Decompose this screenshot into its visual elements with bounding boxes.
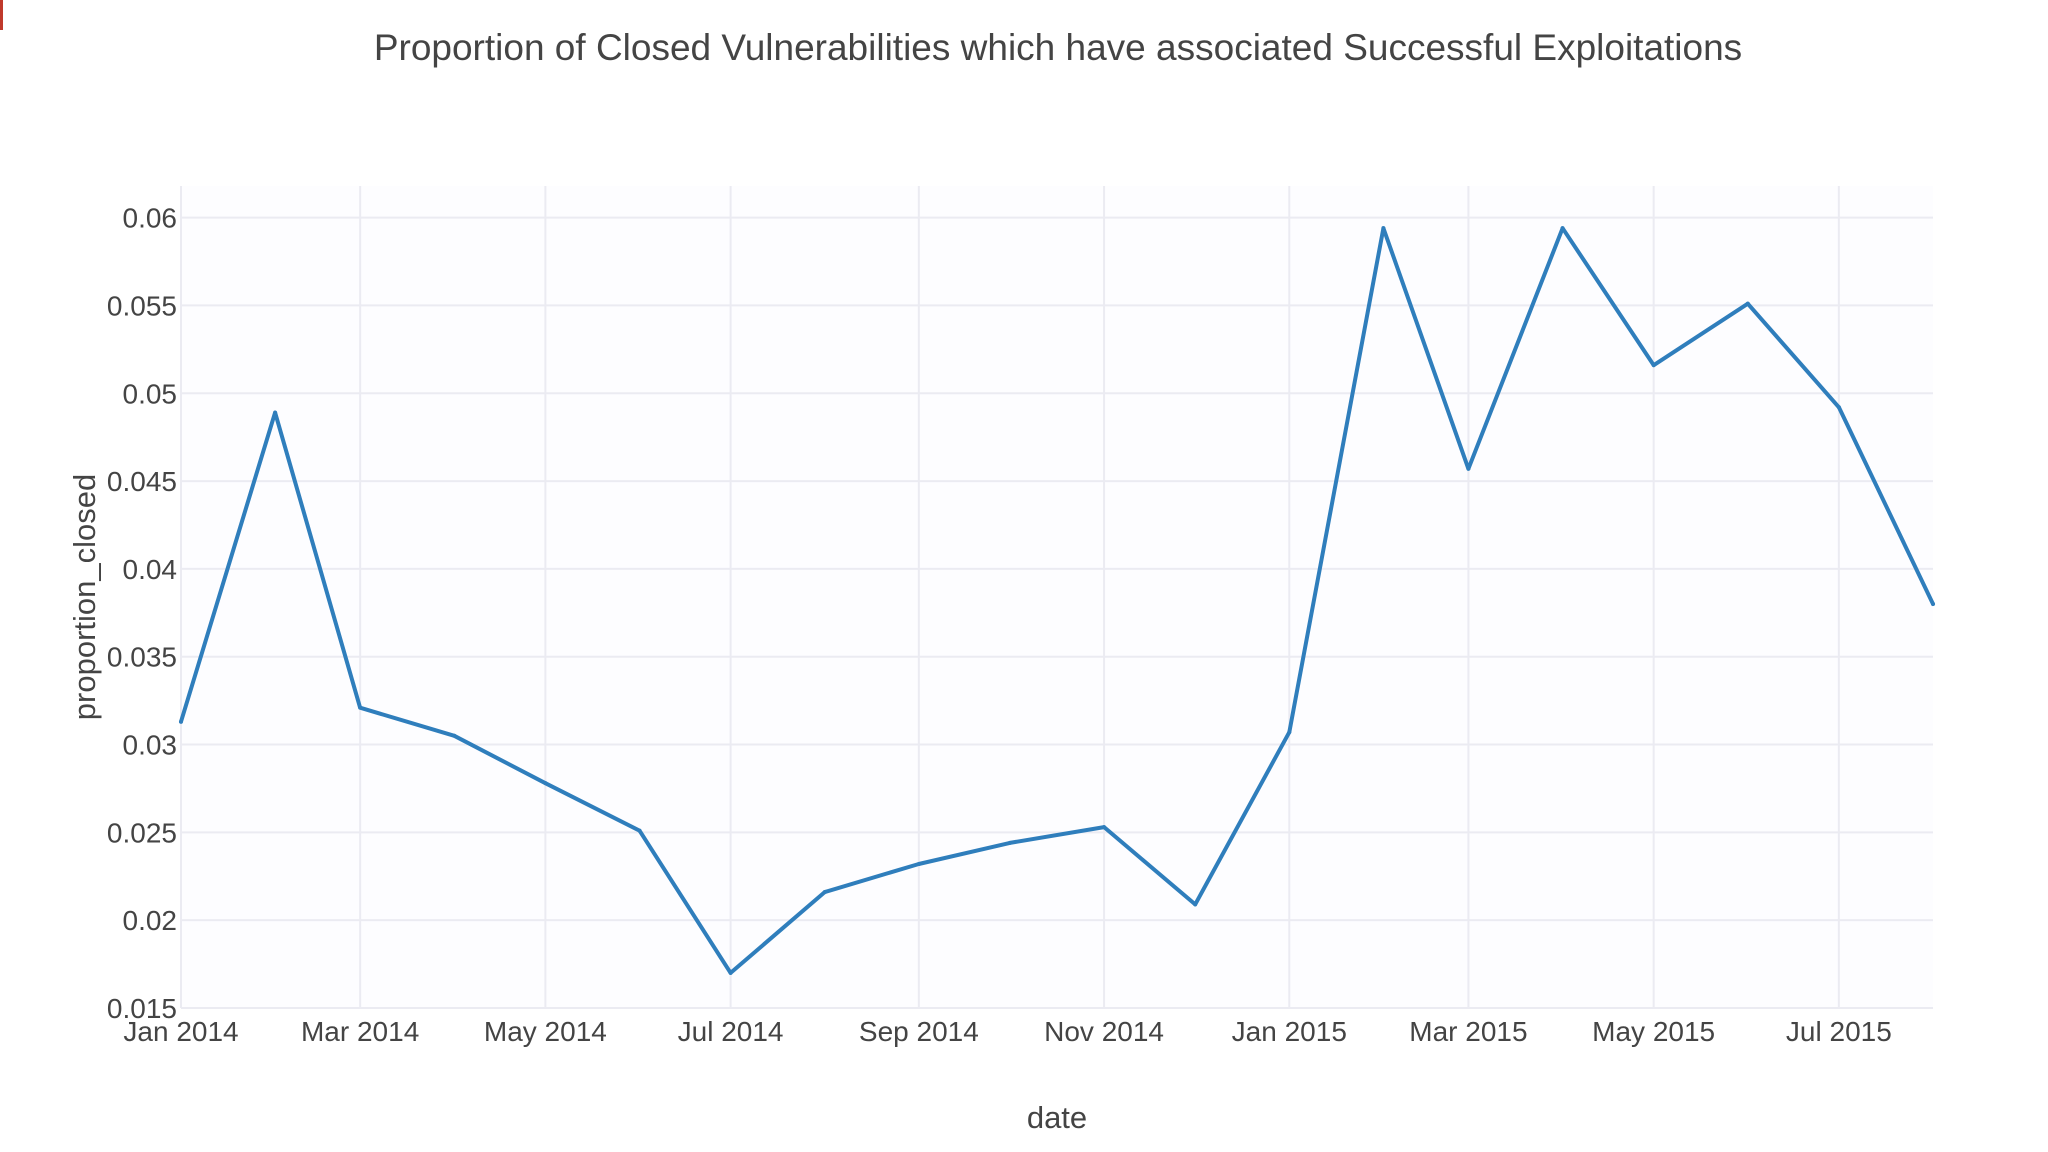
- y-tick-label: 0.05: [123, 378, 178, 409]
- x-tick-label: Jan 2014: [123, 1016, 238, 1047]
- x-tick-label: Jan 2015: [1232, 1016, 1347, 1047]
- data-point: [916, 861, 921, 866]
- chart-title: Proportion of Closed Vulnerabilities whi…: [374, 27, 1742, 68]
- data-point: [1381, 226, 1386, 231]
- data-point: [1836, 405, 1841, 410]
- y-tick-label: 0.03: [123, 730, 178, 761]
- x-tick-label: May 2015: [1592, 1016, 1715, 1047]
- data-point: [452, 733, 457, 738]
- x-tick-label: Sep 2014: [859, 1016, 979, 1047]
- x-tick-label: Mar 2015: [1409, 1016, 1527, 1047]
- data-point: [637, 828, 642, 833]
- y-tick-labels: 0.015 0.02 0.025 0.03 0.035 0.04 0.045 0.05 0.05…: [107, 203, 177, 1024]
- data-point: [1651, 363, 1656, 368]
- data-point: [1466, 466, 1471, 471]
- data-point: [1102, 825, 1107, 830]
- series-line: [179, 226, 1935, 975]
- data-points: [179, 226, 1935, 975]
- x-tick-label: May 2014: [484, 1016, 607, 1047]
- data-point: [1745, 301, 1750, 306]
- x-tick-label: Jul 2015: [1786, 1016, 1892, 1047]
- y-axis-label: proportion_closed: [67, 474, 102, 720]
- data-point: [1287, 730, 1292, 735]
- data-point: [179, 719, 183, 724]
- x-tick-label: Jul 2014: [678, 1016, 784, 1047]
- x-gridlines: [180, 186, 1840, 1008]
- x-axis-label: date: [1027, 1100, 1087, 1135]
- data-point: [1007, 840, 1012, 845]
- data-point: [273, 410, 278, 415]
- data-point: [543, 781, 548, 786]
- data-point: [358, 705, 363, 710]
- y-tick-label: 0.035: [107, 642, 177, 673]
- data-point: [1193, 902, 1198, 907]
- data-point: [728, 970, 733, 975]
- corner-mark: [0, 0, 3, 30]
- y-tick-label: 0.02: [123, 905, 178, 936]
- data-point: [1931, 602, 1935, 607]
- y-tick-label: 0.025: [107, 817, 177, 848]
- x-tick-label: Mar 2014: [301, 1016, 419, 1047]
- y-tick-label: 0.045: [107, 466, 177, 497]
- x-tick-label: Nov 2014: [1044, 1016, 1164, 1047]
- y-tick-label: 0.055: [107, 290, 177, 321]
- plot-area: [181, 186, 1933, 1008]
- data-point: [822, 890, 827, 895]
- y-tick-label: 0.015: [107, 993, 177, 1024]
- y-tick-label: 0.04: [123, 554, 178, 585]
- x-tick-labels: Jan 2014 Mar 2014 May 2014 Jul 2014 Sep 2014…: [123, 1016, 1891, 1047]
- data-point: [1560, 226, 1565, 231]
- y-tick-label: 0.06: [123, 203, 178, 234]
